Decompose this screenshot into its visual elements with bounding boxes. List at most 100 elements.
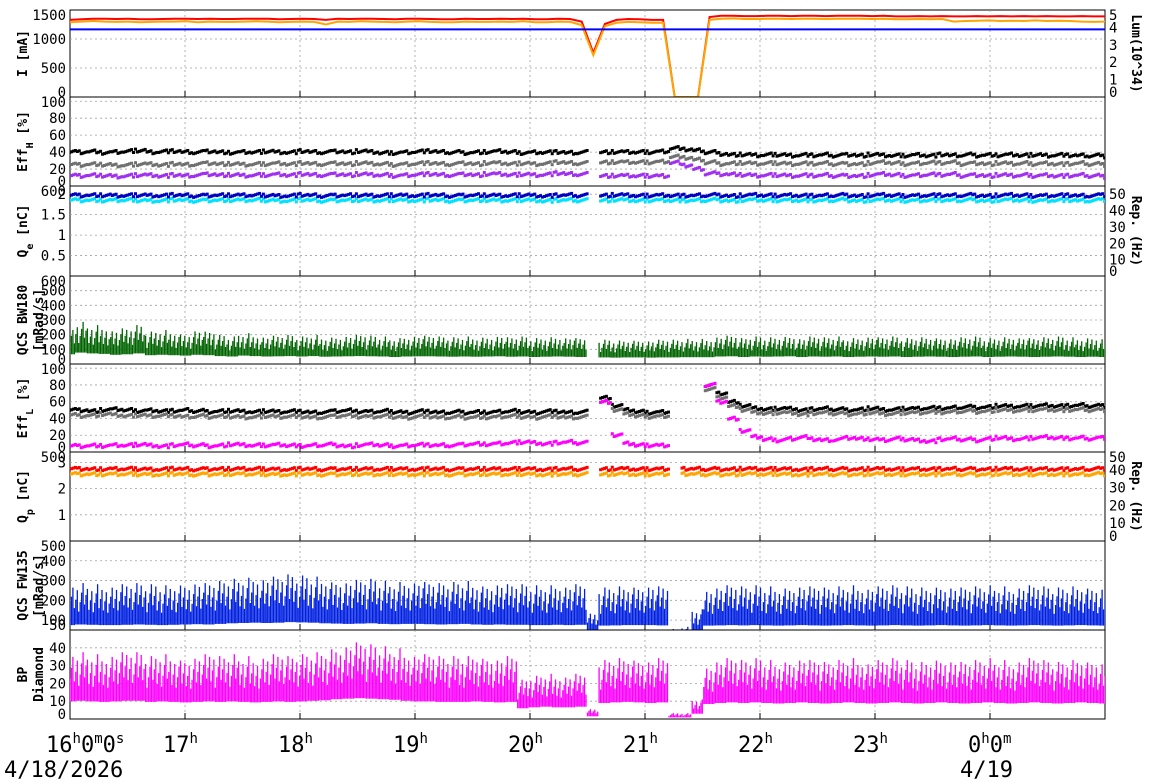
data-point [918, 175, 922, 179]
data-point [529, 173, 533, 177]
data-point [767, 437, 771, 440]
data-point [876, 172, 880, 176]
data-point [1085, 174, 1089, 178]
data-point [242, 414, 246, 418]
data-point [1107, 176, 1110, 179]
data-point [579, 173, 583, 176]
data-point [176, 414, 180, 418]
data-point [698, 197, 701, 201]
data-point [403, 198, 407, 202]
data-point [537, 442, 541, 446]
data-point [174, 150, 178, 154]
data-point [331, 149, 335, 153]
data-point [1006, 174, 1010, 177]
data-point [889, 199, 893, 203]
data-point [500, 151, 504, 154]
data-point [502, 150, 506, 154]
data-point [639, 409, 643, 413]
data-point [678, 156, 682, 160]
y2-tick-label: 2 [1109, 55, 1117, 71]
data-point [554, 192, 558, 196]
data-point [678, 162, 682, 166]
data-point [901, 197, 905, 201]
data-point [911, 193, 915, 197]
data-point [323, 173, 327, 177]
data-point [457, 160, 461, 164]
data-point [228, 174, 232, 178]
data-point [71, 149, 75, 153]
data-point [376, 150, 380, 154]
data-point [267, 194, 271, 198]
data-point [787, 153, 791, 157]
data-point [339, 409, 343, 413]
data-point [862, 409, 866, 413]
data-point [713, 170, 717, 174]
data-point [263, 445, 267, 449]
data-point [219, 192, 223, 196]
data-point [440, 410, 444, 414]
data-point [281, 411, 285, 415]
data-point [808, 161, 812, 165]
data-point [525, 410, 529, 413]
data-point [1046, 155, 1050, 159]
data-point [703, 385, 707, 388]
data-point [721, 194, 725, 198]
data-point [957, 194, 961, 198]
data-point [820, 161, 824, 165]
data-point [835, 412, 839, 416]
data-point [767, 160, 771, 164]
y2-tick-label: 3 [1109, 38, 1117, 54]
data-point [459, 172, 463, 175]
data-point [385, 171, 389, 175]
data-point [168, 442, 172, 446]
data-point [715, 161, 719, 165]
data-point [492, 149, 496, 153]
data-point [579, 410, 583, 414]
data-point [752, 410, 756, 414]
data-point [874, 406, 878, 410]
data-point [504, 149, 508, 153]
data-point [186, 197, 190, 201]
data-point [465, 162, 469, 166]
data-point [170, 412, 174, 416]
data-point [911, 153, 915, 156]
data-point [494, 194, 498, 197]
data-point [837, 174, 841, 177]
data-point [903, 175, 907, 179]
data-point [936, 410, 940, 414]
data-point [1029, 407, 1033, 411]
data-point [213, 161, 217, 165]
data-point [273, 410, 277, 414]
data-point [692, 167, 696, 171]
data-point [775, 195, 779, 199]
data-point [374, 151, 378, 155]
data-point [637, 443, 641, 447]
data-point [1099, 162, 1103, 166]
data-point [496, 160, 500, 164]
data-point [570, 149, 574, 153]
data-point [496, 198, 500, 202]
data-point [804, 172, 808, 176]
data-point [891, 154, 895, 158]
data-point [612, 151, 616, 155]
data-point [519, 163, 523, 167]
data-point [533, 192, 537, 196]
data-point [955, 407, 959, 411]
data-point [488, 172, 492, 176]
data-point [750, 435, 754, 439]
data-point [165, 192, 168, 196]
data-point [473, 173, 477, 177]
data-point [490, 442, 494, 446]
data-point [273, 199, 277, 203]
data-point [961, 410, 965, 414]
data-point [106, 150, 110, 154]
data-point [773, 197, 777, 201]
data-point [969, 407, 973, 411]
data-point [463, 444, 467, 448]
data-point [575, 416, 579, 420]
data-point [560, 441, 564, 445]
data-point [603, 160, 606, 164]
data-point [225, 410, 229, 414]
y2-axis-label: Lum(10^34) [1128, 14, 1143, 92]
data-point [798, 199, 802, 203]
